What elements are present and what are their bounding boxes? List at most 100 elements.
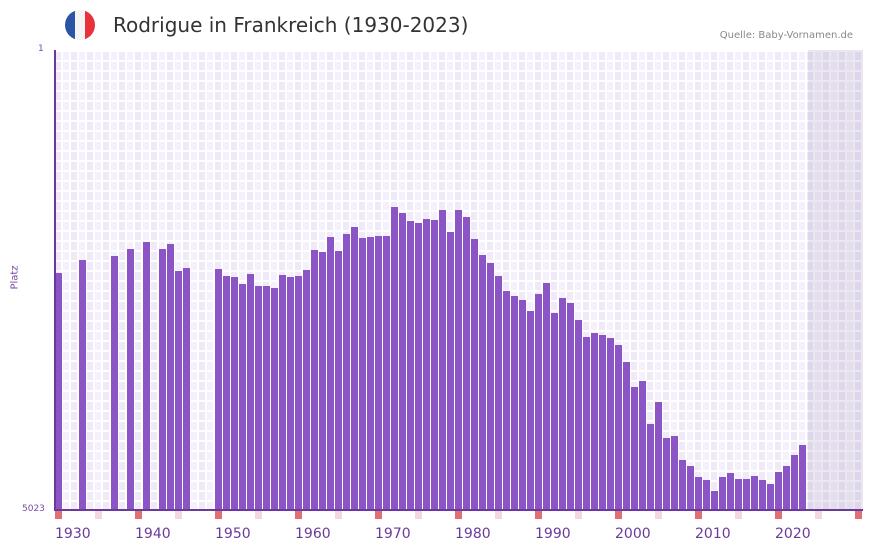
bar-1975[interactable] xyxy=(415,223,422,510)
bar-1990[interactable] xyxy=(535,294,542,510)
bar-2001[interactable] xyxy=(623,362,630,510)
bar-1985[interactable] xyxy=(495,276,502,510)
year-tick xyxy=(535,511,542,519)
bar-1991[interactable] xyxy=(543,283,550,510)
bar-2014[interactable] xyxy=(727,472,734,510)
year-tick xyxy=(95,511,102,519)
x-tick-label: 1960 xyxy=(295,526,331,542)
bar-2008[interactable] xyxy=(679,459,686,510)
bar-1946[interactable] xyxy=(183,268,190,510)
bar-1952[interactable] xyxy=(231,277,238,510)
bar-1945[interactable] xyxy=(175,271,182,510)
bar-1997[interactable] xyxy=(591,333,598,510)
bar-1950[interactable] xyxy=(215,269,222,510)
source-label: Quelle: Baby-Vornamen.de xyxy=(719,30,853,41)
bar-1995[interactable] xyxy=(575,320,582,510)
bar-1983[interactable] xyxy=(479,254,486,510)
chart-title: Rodrigue in Frankreich (1930-2023) xyxy=(113,13,469,37)
x-tick-label: 1980 xyxy=(455,526,491,542)
bar-2002[interactable] xyxy=(631,387,638,510)
bar-1988[interactable] xyxy=(519,300,526,510)
bar-1964[interactable] xyxy=(327,237,334,510)
bar-1944[interactable] xyxy=(167,244,174,510)
bar-1967[interactable] xyxy=(351,227,358,510)
bar-1965[interactable] xyxy=(335,251,342,510)
bar-1969[interactable] xyxy=(367,237,374,510)
bar-1973[interactable] xyxy=(399,213,406,510)
bar-2021[interactable] xyxy=(783,465,790,510)
year-tick xyxy=(335,511,342,519)
bar-2016[interactable] xyxy=(743,478,750,510)
bar-1953[interactable] xyxy=(239,284,246,510)
bar-2005[interactable] xyxy=(655,402,662,510)
bar-1960[interactable] xyxy=(295,276,302,510)
bar-2018[interactable] xyxy=(759,479,766,510)
bar-2023[interactable] xyxy=(799,444,806,510)
bar-2019[interactable] xyxy=(767,483,774,510)
bar-1971[interactable] xyxy=(383,236,390,510)
bar-1958[interactable] xyxy=(279,275,286,510)
bar-1939[interactable] xyxy=(127,249,134,510)
bar-1930[interactable] xyxy=(55,273,62,510)
bar-2007[interactable] xyxy=(671,435,678,510)
x-tick-label: 1950 xyxy=(215,526,251,542)
bar-2011[interactable] xyxy=(703,479,710,510)
bar-2015[interactable] xyxy=(735,478,742,510)
bar-1980[interactable] xyxy=(455,210,462,510)
bar-1956[interactable] xyxy=(263,286,270,510)
bar-1959[interactable] xyxy=(287,277,294,510)
bar-1966[interactable] xyxy=(343,234,350,510)
bar-2013[interactable] xyxy=(719,477,726,510)
bar-2003[interactable] xyxy=(639,381,646,510)
year-tick xyxy=(175,511,182,519)
bar-2022[interactable] xyxy=(791,454,798,510)
bar-1996[interactable] xyxy=(583,337,590,510)
x-tick-label: 1930 xyxy=(55,526,91,542)
bar-1941[interactable] xyxy=(143,241,150,510)
y-bottom-label: 5023 xyxy=(22,504,45,514)
x-tick-label: 2000 xyxy=(615,526,651,542)
bar-1963[interactable] xyxy=(319,252,326,510)
bar-1998[interactable] xyxy=(599,335,606,510)
bar-2017[interactable] xyxy=(751,476,758,510)
year-tick xyxy=(495,511,502,519)
bar-1943[interactable] xyxy=(159,249,166,510)
bar-1961[interactable] xyxy=(303,270,310,510)
bar-1933[interactable] xyxy=(79,260,86,510)
bar-1987[interactable] xyxy=(511,296,518,510)
bar-2012[interactable] xyxy=(711,491,718,510)
x-tick-label: 1990 xyxy=(535,526,571,542)
bar-1978[interactable] xyxy=(439,210,446,510)
bar-1992[interactable] xyxy=(551,313,558,510)
bar-1994[interactable] xyxy=(567,303,574,510)
year-tick xyxy=(455,511,462,519)
bar-1979[interactable] xyxy=(447,232,454,510)
bar-1974[interactable] xyxy=(407,221,414,510)
bar-1984[interactable] xyxy=(487,263,494,510)
bar-2000[interactable] xyxy=(615,345,622,510)
bar-2009[interactable] xyxy=(687,465,694,510)
bar-1982[interactable] xyxy=(471,239,478,510)
bar-2010[interactable] xyxy=(695,477,702,510)
bar-1986[interactable] xyxy=(503,291,510,510)
bar-2020[interactable] xyxy=(775,471,782,510)
bar-1976[interactable] xyxy=(423,218,430,510)
bar-1951[interactable] xyxy=(223,276,230,510)
bar-1954[interactable] xyxy=(247,274,254,510)
bar-1999[interactable] xyxy=(607,338,614,510)
bar-1970[interactable] xyxy=(375,236,382,510)
bar-1957[interactable] xyxy=(271,288,278,510)
bar-1993[interactable] xyxy=(559,298,566,510)
x-tick-label: 2020 xyxy=(775,526,811,542)
bar-1972[interactable] xyxy=(391,206,398,510)
x-tick-label: 2010 xyxy=(695,526,731,542)
bar-1937[interactable] xyxy=(111,256,118,510)
bar-2006[interactable] xyxy=(663,438,670,510)
bar-1981[interactable] xyxy=(463,216,470,510)
bar-1962[interactable] xyxy=(311,250,318,510)
bar-1968[interactable] xyxy=(359,238,366,510)
bar-1955[interactable] xyxy=(255,286,262,510)
bar-1977[interactable] xyxy=(431,220,438,510)
bar-1989[interactable] xyxy=(527,311,534,510)
bar-2004[interactable] xyxy=(647,423,654,510)
